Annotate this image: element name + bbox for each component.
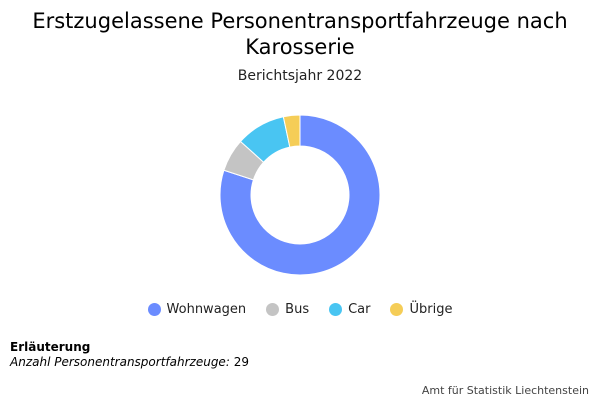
note-value: 29	[233, 355, 249, 369]
legend-item[interactable]: Übrige	[390, 302, 452, 317]
legend-label: Übrige	[409, 302, 453, 317]
donut-chart	[219, 114, 381, 276]
source-credit: Amt für Statistik Liechtenstein	[421, 384, 589, 397]
note-label: Anzahl Personentransportfahrzeuge:	[10, 355, 230, 369]
legend-item[interactable]: Wohnwagen	[147, 302, 247, 317]
chart-title: Erstzugelassene Personentransportfahrzeu…	[32, 9, 568, 59]
explanation-note: Erläuterung Anzahl Personentransportfahr…	[10, 340, 249, 370]
chart-legend: Wohnwagen Bus Car Übrige	[0, 302, 600, 317]
legend-label: Car	[348, 302, 371, 317]
legend-swatch	[390, 303, 404, 316]
chart-subtitle: Berichtsjahr 2022	[237, 68, 363, 84]
note-heading: Erläuterung	[10, 340, 91, 354]
legend-label: Bus	[285, 302, 310, 317]
donut-slice--brige[interactable]	[282, 114, 301, 148]
legend-swatch	[329, 303, 343, 316]
note-line: Anzahl Personentransportfahrzeuge: 29	[10, 355, 249, 369]
legend-label: Wohnwagen	[166, 302, 247, 317]
legend-swatch	[266, 303, 280, 316]
legend-item[interactable]: Car	[329, 302, 370, 317]
donut-slice-wohnwagen[interactable]	[219, 114, 381, 276]
legend-item[interactable]: Bus	[266, 302, 309, 317]
legend-swatch	[147, 303, 161, 316]
